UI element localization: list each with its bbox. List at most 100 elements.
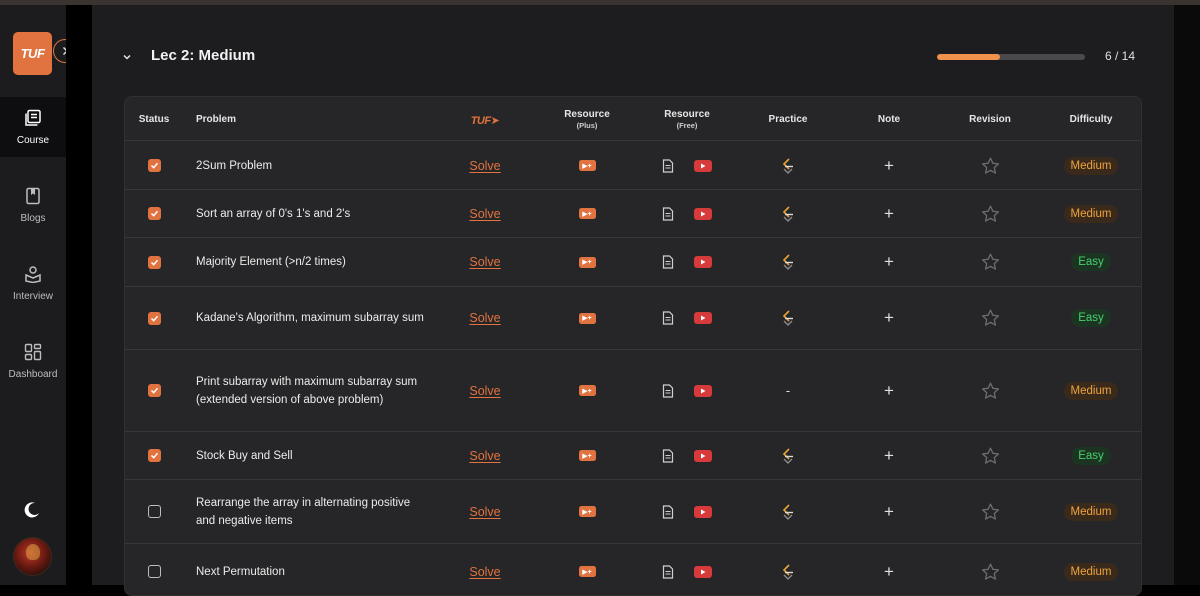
article-icon[interactable] bbox=[662, 158, 674, 173]
note-cell: + bbox=[839, 432, 939, 479]
status-checkbox[interactable] bbox=[148, 311, 161, 325]
add-note-button[interactable]: + bbox=[884, 561, 894, 581]
problem-cell: Rearrange the array in alternating posit… bbox=[196, 480, 426, 543]
solve-link[interactable]: Solve bbox=[469, 448, 501, 463]
tuf-logo[interactable]: TUF bbox=[13, 32, 52, 75]
resource-free-cell bbox=[637, 432, 737, 479]
star-icon[interactable] bbox=[981, 382, 1000, 400]
interview-icon bbox=[25, 265, 41, 283]
header-resource-free-sub: (Free) bbox=[676, 120, 698, 130]
resource-plus-cell: ▶+ bbox=[537, 238, 637, 286]
status-checkbox[interactable] bbox=[148, 565, 161, 578]
plus-video-icon[interactable]: ▶+ bbox=[578, 160, 596, 171]
article-icon[interactable] bbox=[662, 255, 674, 269]
plus-video-icon[interactable]: ▶+ bbox=[578, 256, 596, 268]
practice-icon[interactable] bbox=[780, 205, 796, 223]
solve-link[interactable]: Solve bbox=[469, 383, 501, 398]
avatar[interactable] bbox=[13, 537, 52, 576]
solve-link[interactable]: Solve bbox=[469, 158, 501, 173]
solve-link[interactable]: Solve bbox=[469, 311, 501, 325]
solve-link[interactable]: Solve bbox=[469, 564, 501, 579]
add-note-button[interactable]: + bbox=[884, 380, 894, 400]
sidebar-item-interview[interactable]: Interview bbox=[0, 253, 66, 313]
article-icon[interactable] bbox=[662, 448, 674, 463]
problem-cell: Next Permutation bbox=[196, 544, 426, 595]
practice-cell bbox=[738, 238, 838, 286]
difficulty-cell: Medium bbox=[1041, 190, 1141, 237]
practice-cell bbox=[738, 287, 838, 349]
note-cell: + bbox=[839, 142, 939, 189]
star-icon[interactable] bbox=[981, 309, 1000, 327]
solve-cell: Solve bbox=[435, 142, 535, 189]
solve-link[interactable]: Solve bbox=[469, 504, 501, 519]
practice-icon[interactable] bbox=[780, 157, 796, 175]
practice-icon[interactable] bbox=[780, 309, 796, 327]
star-icon[interactable] bbox=[981, 205, 1000, 223]
article-icon[interactable] bbox=[662, 311, 674, 325]
plus-video-icon[interactable]: ▶+ bbox=[578, 312, 596, 324]
youtube-icon[interactable] bbox=[694, 159, 712, 172]
status-checkbox[interactable] bbox=[148, 449, 161, 462]
difficulty-badge: Easy bbox=[1071, 253, 1111, 271]
chevron-down-icon[interactable] bbox=[122, 52, 132, 62]
plus-video-icon[interactable]: ▶+ bbox=[578, 566, 596, 577]
play-icon bbox=[701, 315, 706, 321]
add-note-button[interactable]: + bbox=[884, 501, 894, 521]
practice-icon[interactable] bbox=[780, 253, 796, 271]
sidebar-item-course[interactable]: Course bbox=[0, 97, 66, 157]
plus-video-icon[interactable]: ▶+ bbox=[578, 450, 596, 461]
add-note-button[interactable]: + bbox=[884, 155, 894, 175]
status-checkbox[interactable] bbox=[148, 207, 161, 220]
youtube-icon[interactable] bbox=[694, 505, 712, 518]
add-note-button[interactable]: + bbox=[884, 252, 894, 271]
add-note-button[interactable]: + bbox=[884, 308, 894, 327]
star-icon[interactable] bbox=[981, 253, 1000, 271]
header-note: Note bbox=[877, 113, 901, 125]
add-note-button[interactable]: + bbox=[884, 445, 894, 465]
practice-icon[interactable] bbox=[780, 447, 796, 465]
revision-cell bbox=[940, 544, 1040, 595]
difficulty-badge: Easy bbox=[1071, 309, 1111, 327]
play-icon bbox=[701, 259, 706, 265]
status-checkbox[interactable] bbox=[148, 384, 161, 397]
youtube-icon[interactable] bbox=[694, 565, 712, 578]
practice-icon[interactable] bbox=[780, 503, 796, 521]
revision-cell bbox=[940, 350, 1040, 431]
star-icon[interactable] bbox=[981, 503, 1000, 521]
article-icon[interactable] bbox=[662, 504, 674, 519]
youtube-icon[interactable] bbox=[694, 256, 712, 268]
article-icon[interactable] bbox=[662, 206, 674, 221]
difficulty-cell: Medium bbox=[1041, 350, 1141, 431]
article-icon[interactable] bbox=[662, 564, 674, 579]
plus-video-icon[interactable]: ▶+ bbox=[578, 506, 596, 517]
add-note-button[interactable]: + bbox=[884, 203, 894, 223]
youtube-icon[interactable] bbox=[694, 207, 712, 220]
table-row: Stock Buy and Sell Solve ▶+ + Easy bbox=[125, 432, 1141, 480]
star-icon[interactable] bbox=[981, 157, 1000, 175]
youtube-icon[interactable] bbox=[694, 384, 712, 397]
header-resource-free: Resource (Free) bbox=[637, 97, 737, 141]
checkmark-icon bbox=[150, 452, 159, 459]
sidebar-item-blogs[interactable]: Blogs bbox=[0, 175, 66, 235]
star-icon[interactable] bbox=[981, 563, 1000, 581]
article-icon[interactable] bbox=[662, 383, 674, 398]
plus-video-icon[interactable]: ▶+ bbox=[578, 385, 596, 396]
lecture-header[interactable]: Lec 2: Medium 6 / 14 bbox=[92, 37, 1174, 77]
youtube-icon[interactable] bbox=[694, 449, 712, 462]
moon-icon[interactable] bbox=[22, 500, 42, 520]
sidebar-item-dashboard[interactable]: Dashboard bbox=[0, 331, 66, 391]
problem-cell: Stock Buy and Sell bbox=[196, 432, 426, 479]
gutter bbox=[66, 5, 92, 585]
practice-icon[interactable] bbox=[780, 563, 796, 581]
status-checkbox[interactable] bbox=[148, 159, 161, 172]
solve-link[interactable]: Solve bbox=[469, 206, 501, 221]
status-checkbox[interactable] bbox=[148, 255, 161, 269]
youtube-icon[interactable] bbox=[694, 312, 712, 324]
status-cell bbox=[148, 287, 161, 349]
plus-video-icon[interactable]: ▶+ bbox=[578, 208, 596, 219]
solve-link[interactable]: Solve bbox=[469, 255, 501, 269]
status-checkbox[interactable] bbox=[148, 505, 161, 518]
status-cell bbox=[148, 544, 161, 595]
star-icon[interactable] bbox=[981, 447, 1000, 465]
